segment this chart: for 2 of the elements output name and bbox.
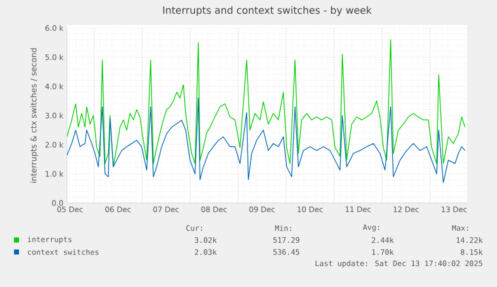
line-series <box>67 39 466 167</box>
chart-title: Interrupts and context switches - by week <box>163 6 372 16</box>
